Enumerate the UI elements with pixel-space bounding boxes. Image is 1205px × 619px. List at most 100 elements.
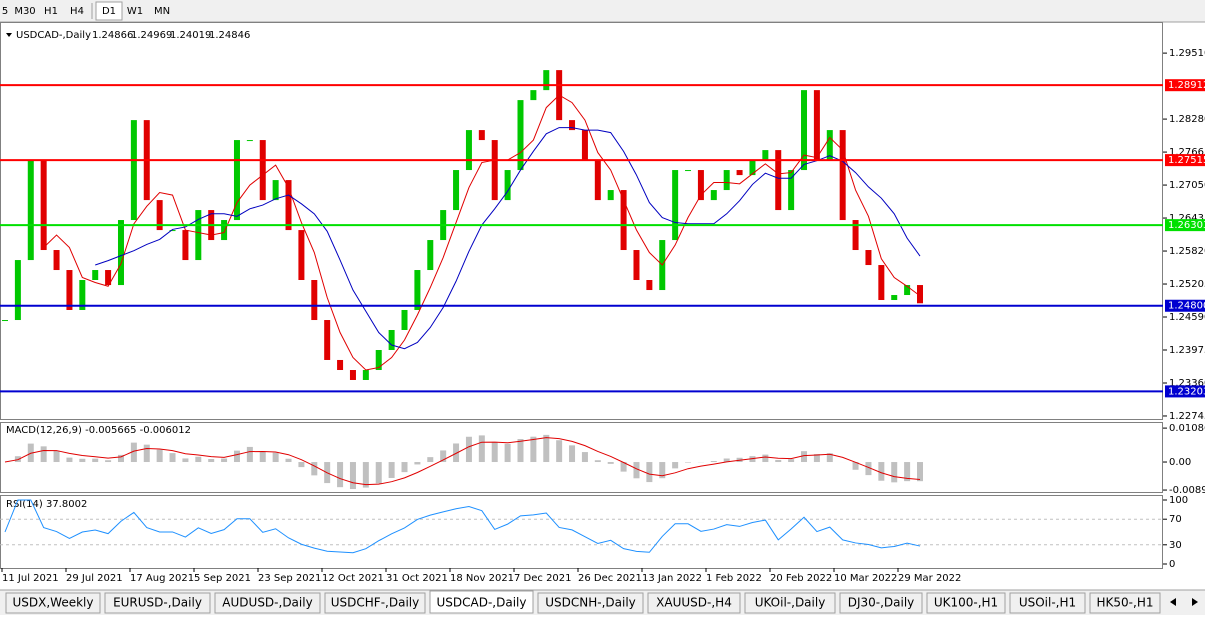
ohlc-value: 1.24866 xyxy=(92,30,133,41)
tab-label: UK100-,H1 xyxy=(934,596,998,610)
timeframe-button[interactable]: H1 xyxy=(44,6,58,17)
macd-bar xyxy=(208,459,214,462)
candle xyxy=(711,190,717,200)
candle xyxy=(633,250,639,280)
macd-bar xyxy=(762,455,768,462)
macd-bar xyxy=(788,459,794,462)
candle xyxy=(814,90,820,160)
timeframe-button[interactable]: M30 xyxy=(14,6,35,17)
macd-bar xyxy=(582,452,588,462)
timeframe-button[interactable]: W1 xyxy=(127,6,143,17)
tab[interactable]: AUDUSD-,Daily xyxy=(215,593,320,613)
candle xyxy=(466,130,472,170)
x-tick-label: 12 Oct 2021 xyxy=(322,573,384,584)
x-tick-label: 29 Jul 2021 xyxy=(66,573,123,584)
tab-label: XAUUSD-,H4 xyxy=(656,596,732,610)
macd-bar xyxy=(79,459,85,462)
macd-bar xyxy=(891,462,897,482)
tab[interactable]: DJ30-,Daily xyxy=(840,593,922,613)
candle xyxy=(247,140,253,141)
level-label: 1.27515 xyxy=(1168,155,1205,166)
y-tick-label: 0.010865 xyxy=(1169,423,1205,434)
candle xyxy=(530,90,536,100)
tab[interactable]: XAUUSD-,H4 xyxy=(648,593,740,613)
candle xyxy=(775,150,781,210)
candle xyxy=(865,250,871,265)
x-tick-label: 11 Jul 2021 xyxy=(2,573,59,584)
candle xyxy=(427,240,433,270)
y-tick-label: 1.25820 xyxy=(1169,246,1205,257)
macd-bar xyxy=(389,462,395,478)
macd-bar xyxy=(917,462,923,481)
y-tick-label: 1.27050 xyxy=(1169,180,1205,191)
collapse-icon[interactable] xyxy=(6,33,12,37)
candle xyxy=(273,180,279,200)
rsi-label: RSI(14) 37.8002 xyxy=(6,499,87,510)
tab[interactable]: USOil-,H1 xyxy=(1010,593,1085,613)
tab-label: USDX,Weekly xyxy=(13,596,94,610)
macd-bar xyxy=(286,459,292,462)
tab[interactable]: EURUSD-,Daily xyxy=(105,593,210,613)
tab[interactable]: USDX,Weekly xyxy=(6,593,100,613)
tab[interactable]: USDCAD-,Daily xyxy=(430,591,533,613)
candle xyxy=(2,320,8,321)
candle xyxy=(479,130,485,140)
x-tick-label: 5 Sep 2021 xyxy=(194,573,251,584)
candle xyxy=(762,150,768,160)
macd-bar xyxy=(505,444,511,462)
candle xyxy=(337,360,343,370)
macd-bar xyxy=(144,445,150,462)
candle xyxy=(298,230,304,280)
candle xyxy=(28,160,34,260)
y-tick-label: 1.25205 xyxy=(1169,279,1205,290)
candle xyxy=(311,280,317,320)
candle xyxy=(878,265,884,300)
macd-bar xyxy=(221,458,227,462)
macd-signal xyxy=(5,438,920,485)
candle xyxy=(840,130,846,220)
candle xyxy=(402,310,408,330)
timeframe-button[interactable]: MN xyxy=(154,6,170,17)
macd-bar xyxy=(273,453,279,462)
y-tick-label: 1.24590 xyxy=(1169,312,1205,323)
macd-bar xyxy=(54,451,60,462)
timeframe-button[interactable]: 5 xyxy=(2,6,8,17)
macd-bar xyxy=(466,437,472,462)
x-tick-label: 31 Oct 2021 xyxy=(386,573,448,584)
macd-bar xyxy=(543,435,549,462)
x-tick-label: 18 Nov 2021 xyxy=(450,573,514,584)
timeframe-button[interactable]: H4 xyxy=(70,6,84,17)
candle xyxy=(543,70,549,90)
tab-label: AUDUSD-,Daily xyxy=(222,596,312,610)
candle xyxy=(66,270,72,310)
macd-bar xyxy=(685,462,691,463)
candle xyxy=(260,140,266,200)
candle xyxy=(608,190,614,200)
tab[interactable]: USDCNH-,Daily xyxy=(538,593,643,613)
macd-bar xyxy=(337,462,343,487)
candle xyxy=(41,160,47,250)
macd-bar xyxy=(247,447,253,462)
macd-bar xyxy=(41,446,47,462)
macd-bar xyxy=(311,462,317,475)
candle xyxy=(569,120,575,130)
tab[interactable]: USDCHF-,Daily xyxy=(325,593,425,613)
x-tick-label: 29 Mar 2022 xyxy=(898,573,961,584)
tab[interactable]: UK100-,H1 xyxy=(927,593,1005,613)
tab[interactable]: HK50-,H1 xyxy=(1090,593,1160,613)
timeframe-button[interactable]: D1 xyxy=(102,6,116,17)
candle xyxy=(350,370,356,380)
tab[interactable]: UKOil-,Daily xyxy=(745,593,835,613)
macd-bar xyxy=(414,462,420,464)
ohlc-value: 1.24019 xyxy=(170,30,211,41)
candle xyxy=(646,280,652,290)
y-tick-label: 70 xyxy=(1169,514,1182,525)
candle xyxy=(582,130,588,160)
candle xyxy=(324,320,330,360)
macd-bar xyxy=(569,445,575,462)
macd-bar xyxy=(376,462,382,483)
macd-bar xyxy=(170,453,176,462)
candle xyxy=(182,230,188,260)
tab-label: EURUSD-,Daily xyxy=(113,596,202,610)
tab-label: USDCHF-,Daily xyxy=(331,596,419,610)
